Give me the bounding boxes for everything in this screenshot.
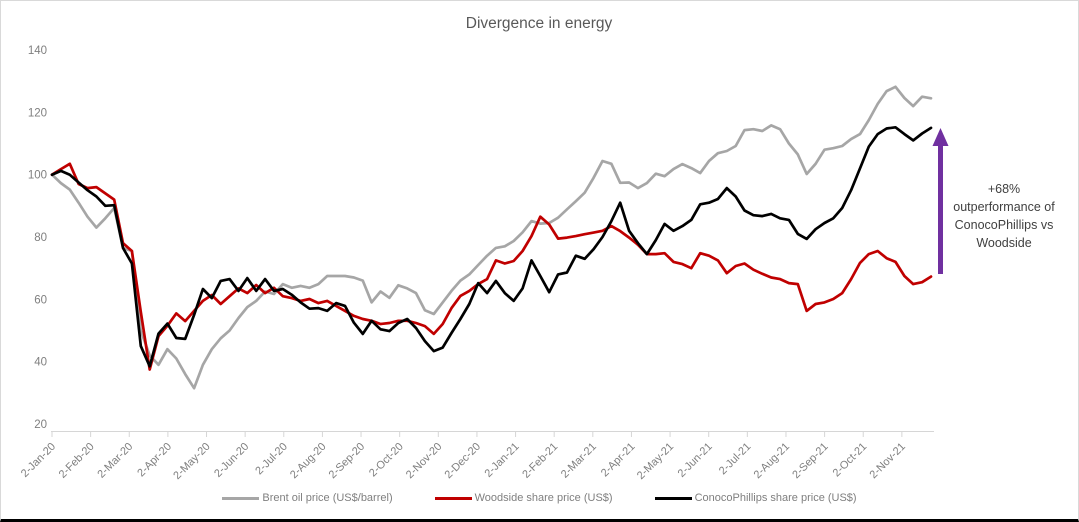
x-tick-label: 2-Jul-20 [253,441,290,478]
legend-swatch-icon [434,496,472,500]
x-tick-label: 2-Mar-20 [95,441,135,481]
legend-label: Woodside share price (US$) [474,492,613,504]
x-tick-label: 2-Oct-21 [831,441,870,480]
x-tick-label: 2-Mar-21 [559,441,599,481]
x-tick-label: 2-Oct-20 [367,441,406,480]
y-axis-labels: 140 120 100 80 60 40 20 [28,45,47,431]
legend-item-brent: Brent oil price (US$/barrel) [222,492,393,504]
x-tick-label: 2-May-21 [635,441,676,482]
x-axis: 2-Jan-202-Feb-202-Mar-20 2-Apr-202-May-20… [19,431,934,482]
legend-item-woodside: Woodside share price (US$) [434,492,613,504]
x-tick-label: 2-Nov-21 [867,441,907,481]
x-tick-label: 2-Aug-20 [288,441,328,481]
x-tick-label: 2-Feb-20 [57,441,97,481]
x-tick-label: 2-May-20 [171,441,212,482]
series-line-brent [50,85,933,390]
legend-label: ConocoPhillips share price (US$) [694,492,857,504]
x-tick-label: 2-Jan-21 [482,441,521,480]
series-lines [50,85,933,390]
annotation-line: +68% [988,182,1020,196]
x-tick-label: 2-Aug-21 [752,441,792,481]
x-tick-label: 2-Nov-20 [404,441,444,481]
x-tick-label: 2-Jan-20 [19,441,58,480]
y-tick-label: 120 [28,107,47,119]
y-tick-label: 100 [28,170,47,182]
legend: Brent oil price (US$/barrel) Woodside sha… [1,492,1078,504]
legend-item-conocophillips: ConocoPhillips share price (US$) [654,492,857,504]
y-tick-label: 80 [34,232,47,244]
y-tick-label: 140 [28,45,47,57]
series-line-conocophillips [50,125,933,368]
x-tick-label: 2-Jun-21 [676,441,715,480]
outperformance-arrow [932,128,949,274]
y-tick-label: 20 [34,419,47,431]
legend-swatch-icon [654,496,692,500]
x-tick-label: 2-Apr-20 [135,441,174,480]
y-tick-label: 40 [34,357,47,369]
y-tick-label: 60 [34,294,47,306]
chart-title: Divergence in energy [466,15,613,32]
x-tick-label: 2-Sep-21 [790,441,830,481]
x-tick-label: 2-Apr-21 [599,441,638,480]
arrow-head-icon [932,128,949,146]
annotation-line: Woodside [976,236,1031,250]
x-tick-label: 2-Dec-20 [443,441,483,481]
legend-swatch-icon [222,496,260,500]
annotation-line: outperformance of [953,200,1055,214]
x-tick-label: 2-Jun-20 [212,441,251,480]
annotation-line: ConocoPhillips vs [955,218,1054,232]
annotation-text: +68% outperformance of ConocoPhillips vs Wo… [953,182,1055,250]
x-tick-label: 2-Sep-20 [327,441,367,481]
x-tick-label: 2-Jul-21 [717,441,754,478]
x-tick-label: 2-Feb-21 [520,441,560,481]
legend-label: Brent oil price (US$/barrel) [262,492,393,504]
